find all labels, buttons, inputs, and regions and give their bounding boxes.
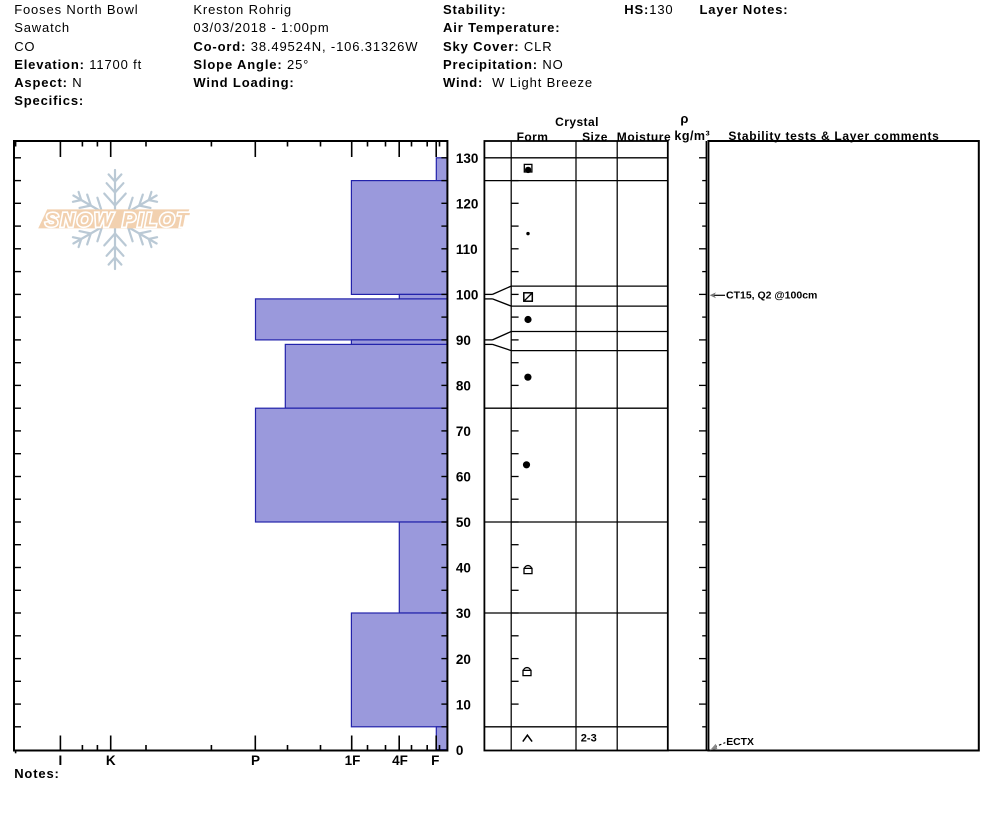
svg-text:K: K: [106, 753, 116, 768]
svg-text:90: 90: [456, 333, 471, 348]
svg-text:4F: 4F: [392, 753, 408, 768]
svg-text:50: 50: [456, 515, 471, 530]
svg-text:60: 60: [456, 470, 471, 485]
svg-text:10: 10: [456, 697, 471, 712]
svg-text:20: 20: [456, 652, 471, 667]
svg-text:ECTX: ECTX: [726, 737, 754, 748]
svg-text:SNOW PILOT: SNOW PILOT: [45, 210, 191, 232]
svg-text:F: F: [431, 753, 439, 768]
svg-text:110: 110: [456, 242, 478, 257]
svg-text:40: 40: [456, 561, 471, 576]
svg-text:CT15, Q2 @100cm: CT15, Q2 @100cm: [726, 289, 817, 301]
svg-text:130: 130: [456, 151, 479, 166]
svg-text:0: 0: [456, 743, 464, 758]
svg-text:2-3: 2-3: [581, 732, 597, 744]
svg-text:I: I: [59, 753, 63, 768]
svg-text:30: 30: [456, 606, 471, 621]
svg-text:100: 100: [456, 288, 479, 303]
svg-text:120: 120: [456, 197, 479, 212]
svg-text:P: P: [251, 753, 260, 768]
svg-text:80: 80: [456, 379, 471, 394]
svg-text:1F: 1F: [345, 753, 361, 768]
svg-text:70: 70: [456, 424, 471, 439]
